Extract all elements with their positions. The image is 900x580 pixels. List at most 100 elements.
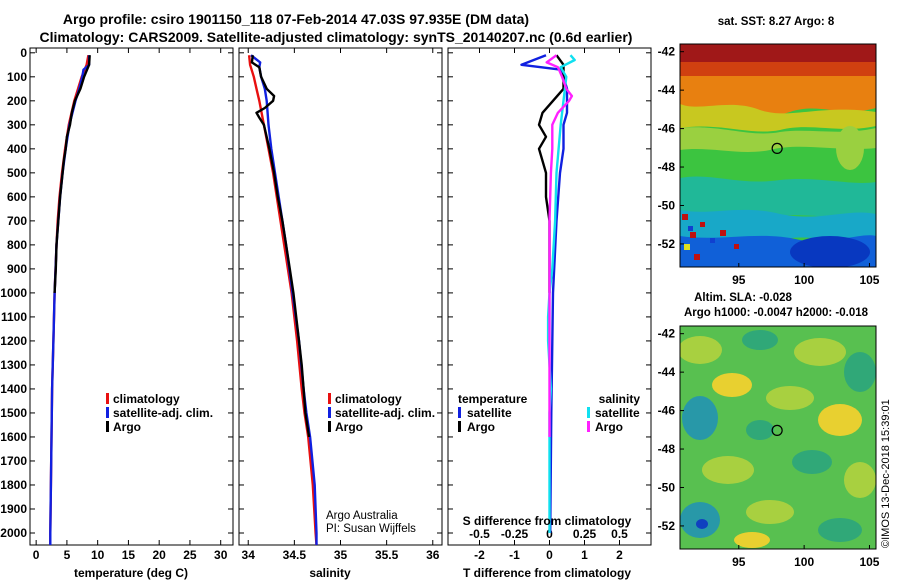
difference-series (520, 54, 576, 534)
map-x-tick-label: 95 (732, 273, 746, 287)
depth-tick-label: 700 (7, 214, 27, 228)
legend-label-argo: Argo (113, 420, 141, 434)
legend-swatch-argo (106, 421, 109, 432)
series-line-argo (53, 55, 91, 293)
map-x-tick-label: 95 (732, 555, 746, 569)
x-tick-label: 0 (546, 548, 553, 562)
salinity-legend: climatology satellite-adj. clim. Argo (328, 392, 435, 434)
salinity-series (247, 54, 318, 546)
sst-map (680, 44, 876, 267)
depth-axis: 0 100 200 300 400 500 600 700 800 900 1000 1100 1200… (0, 46, 651, 540)
sdiff-legend-title: salinity (599, 392, 641, 406)
sla-map-axes: 95 100 105 -42 -44 -46 -48 -50 -52 (658, 327, 880, 569)
map-x-tick-label: 100 (794, 555, 814, 569)
depth-tick-label: 300 (7, 118, 27, 132)
tdiff-legend-title: temperature (458, 392, 528, 406)
salinity-panel (238, 47, 443, 546)
legend-swatch-sdiff-satellite (587, 407, 590, 418)
figure-title-line1: Argo profile: csiro 1901150_118 07-Feb-2… (63, 11, 529, 27)
depth-tick-label: 1200 (0, 334, 27, 348)
series-line-salinity-argo (545, 54, 574, 437)
credit-line1: Argo Australia (326, 510, 398, 522)
sdiff-x-axis: -0.5 -0.25 0 0.25 0.5 (469, 527, 628, 541)
depth-tick-label: 100 (7, 70, 27, 84)
depth-tick-label: 1100 (1, 310, 27, 324)
map-x-tick-label: 100 (794, 273, 814, 287)
legend-swatch-satellite (328, 407, 331, 418)
legend-swatch-tdiff-argo (458, 421, 461, 432)
depth-tick-label: 900 (7, 262, 27, 276)
x-tick-label: 1 (581, 548, 588, 562)
legend-swatch-tdiff-satellite (458, 407, 461, 418)
sdiff-tick-label: 0.25 (573, 527, 597, 541)
depth-tick-label: 1900 (0, 502, 27, 516)
legend-label-sdiff-satellite: satellite (595, 406, 640, 420)
depth-tick-label: 600 (7, 190, 27, 204)
x-tick-label: 10 (91, 548, 105, 562)
map-y-tick-label: -42 (658, 45, 676, 59)
depth-tick-label: 1500 (0, 406, 27, 420)
sst-argo-marker (771, 142, 783, 154)
temperature-xlabel: temperature (deg C) (74, 566, 188, 580)
legend-label-argo: Argo (335, 420, 363, 434)
legend-label-climatology: climatology (113, 392, 180, 406)
legend-swatch-climatology (328, 393, 331, 404)
map-y-tick-label: -50 (658, 198, 676, 212)
sdiff-legend: salinity satellite Argo (587, 392, 640, 434)
x-tick-label: 5 (64, 548, 71, 562)
legend-label-tdiff-argo: Argo (467, 420, 495, 434)
temperature-series (49, 54, 91, 545)
temperature-legend: climatology satellite-adj. clim. Argo (106, 392, 213, 434)
legend-swatch-argo (328, 421, 331, 432)
tdiff-xlabel: T difference from climatology (463, 566, 631, 580)
map-y-tick-label: -52 (658, 237, 676, 251)
map-y-tick-label: -44 (658, 365, 676, 379)
x-tick-label: 34 (242, 548, 256, 562)
map-y-tick-label: -52 (658, 519, 676, 533)
map-x-tick-label: 105 (859, 555, 879, 569)
legend-label-satellite: satellite-adj. clim. (113, 406, 213, 420)
legend-label-satellite: satellite-adj. clim. (335, 406, 435, 420)
sst-map-title: sat. SST: 8.27 Argo: 8 (718, 16, 835, 28)
sdiff-tick-label: -0.25 (501, 527, 529, 541)
depth-tick-label: 1700 (0, 454, 27, 468)
salinity-xlabel: salinity (309, 566, 351, 580)
imos-timestamp: ©IMOS 13-Dec-2018 15:39:01 (880, 399, 892, 548)
sst-map-frame (679, 43, 877, 268)
depth-tick-label: 1000 (0, 286, 27, 300)
series-line-argo (250, 55, 311, 438)
depth-tick-label: 2000 (0, 526, 27, 540)
x-tick-label: 30 (214, 548, 228, 562)
x-tick-label: 35 (334, 548, 348, 562)
depth-tick-label: 1400 (0, 382, 27, 396)
sla-argo-marker (771, 424, 783, 436)
x-tick-label: 0 (33, 548, 40, 562)
map-y-tick-label: -50 (658, 480, 676, 494)
credit-line2: PI: Susan Wijffels (326, 523, 416, 535)
sla-map-title-line1: Altim. SLA: -0.028 (694, 292, 792, 304)
salinity-x-axis: 34 34.5 35 35.5 36 (242, 48, 440, 562)
x-tick-label: 20 (153, 548, 167, 562)
map-y-tick-label: -44 (658, 83, 676, 97)
x-tick-label: 36 (426, 548, 440, 562)
x-tick-label: -2 (474, 548, 485, 562)
map-x-tick-label: 105 (859, 273, 879, 287)
map-y-tick-label: -42 (658, 327, 676, 341)
sla-map-frame (679, 325, 877, 550)
x-tick-label: 15 (122, 548, 136, 562)
sla-map (680, 326, 876, 549)
depth-tick-label: 400 (7, 142, 27, 156)
depth-tick-label: 0 (20, 46, 27, 60)
x-tick-label: 35.5 (375, 548, 399, 562)
depth-tick-label: 500 (7, 166, 27, 180)
temperature-panel (29, 47, 234, 546)
x-tick-label: 25 (183, 548, 197, 562)
map-y-tick-label: -48 (658, 442, 676, 456)
sdiff-tick-label: 0.5 (611, 527, 628, 541)
depth-tick-label: 1800 (0, 478, 27, 492)
x-tick-label: 2 (616, 548, 623, 562)
legend-swatch-satellite (106, 407, 109, 418)
temperature-x-axis: 0 5 10 15 20 25 30 (33, 48, 228, 562)
depth-tick-label: 800 (7, 238, 27, 252)
